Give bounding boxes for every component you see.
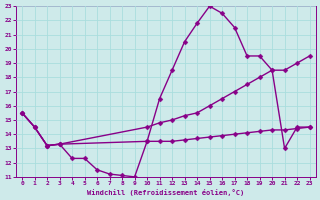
X-axis label: Windchill (Refroidissement éolien,°C): Windchill (Refroidissement éolien,°C) bbox=[87, 189, 244, 196]
